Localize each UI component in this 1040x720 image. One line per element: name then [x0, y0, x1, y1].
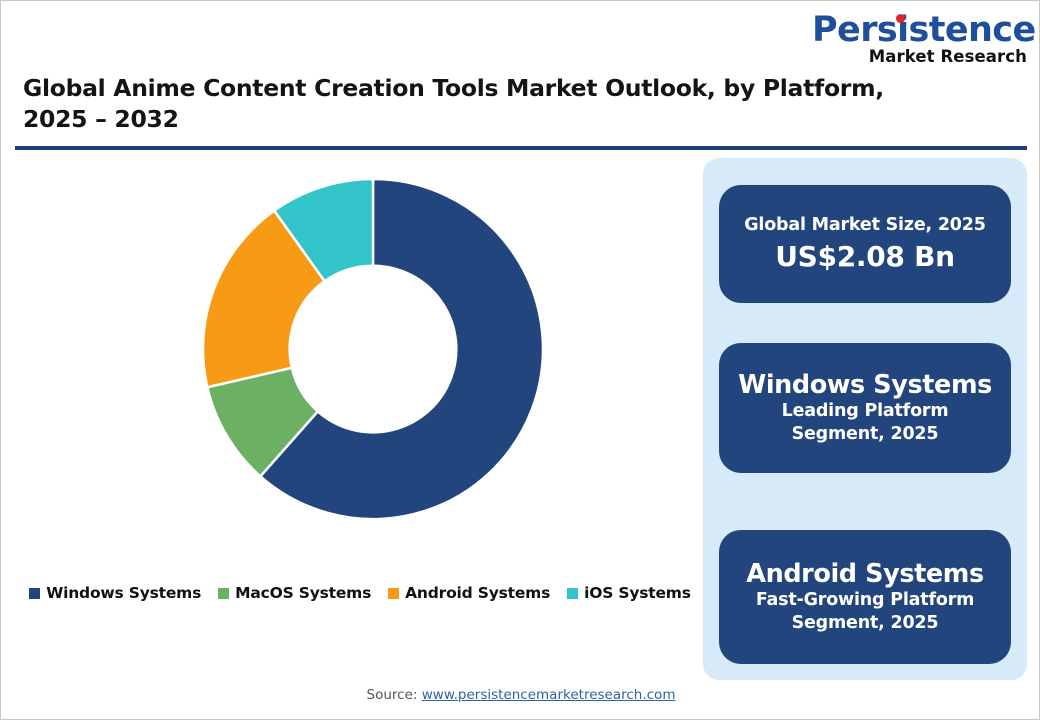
- donut-slice[interactable]: [203, 208, 327, 389]
- donut-slice[interactable]: [272, 179, 375, 283]
- donut-slice[interactable]: [258, 179, 543, 519]
- legend-swatch-icon: [567, 587, 579, 599]
- legend-item-label: MacOS Systems: [235, 584, 372, 602]
- callout-fast-growing-segment-line2: Segment, 2025: [791, 613, 939, 634]
- company-logo: Persistence Market Research: [812, 13, 1036, 66]
- title-divider: [15, 146, 1027, 150]
- callout-fast-growing-segment-line1: Fast-Growing Platform: [755, 590, 975, 611]
- callout-leading-segment-line1: Leading Platform: [781, 401, 949, 422]
- legend-swatch-icon: [29, 587, 41, 599]
- source-link[interactable]: www.persistencemarketresearch.com: [421, 687, 676, 703]
- legend-item[interactable]: iOS Systems: [567, 584, 691, 602]
- legend-item-label: Windows Systems: [46, 584, 202, 602]
- callout-leading-segment-heading: Windows Systems: [738, 369, 992, 400]
- donut-chart: [203, 179, 543, 519]
- source-footer: Source: www.persistencemarketresearch.co…: [1, 687, 1040, 703]
- callout-market-size-caption: Global Market Size, 2025: [744, 215, 986, 236]
- legend-swatch-icon: [388, 587, 400, 599]
- logo-red-dot-icon: [896, 14, 905, 23]
- callout-fast-growing-segment-heading: Android Systems: [746, 558, 984, 589]
- legend-item-label: Android Systems: [405, 584, 551, 602]
- highlights-panel: Global Market Size, 2025 US$2.08 Bn Wind…: [703, 158, 1027, 680]
- legend-item[interactable]: Windows Systems: [29, 584, 201, 602]
- donut-chart-svg: [203, 179, 543, 519]
- legend-item[interactable]: Android Systems: [388, 584, 550, 602]
- chart-area: [15, 156, 701, 626]
- source-label: Source:: [366, 687, 422, 703]
- legend-item[interactable]: MacOS Systems: [218, 584, 371, 602]
- legend-item-label: iOS Systems: [584, 584, 691, 602]
- callout-leading-segment-line2: Segment, 2025: [791, 424, 939, 445]
- logo-tagline: Market Research: [868, 47, 1027, 66]
- logo-wordmark: Persistence: [812, 10, 1036, 50]
- chart-legend: Windows Systems MacOS Systems Android Syst…: [15, 584, 705, 602]
- legend-swatch-icon: [218, 587, 230, 599]
- callout-leading-segment: Windows Systems Leading Platform Segment…: [719, 343, 1011, 473]
- callout-market-size: Global Market Size, 2025 US$2.08 Bn: [719, 185, 1011, 303]
- page-title: Global Anime Content Creation Tools Mark…: [23, 74, 884, 134]
- callout-fast-growing-segment: Android Systems Fast-Growing Platform Se…: [719, 530, 1011, 664]
- callout-market-size-value: US$2.08 Bn: [775, 239, 955, 273]
